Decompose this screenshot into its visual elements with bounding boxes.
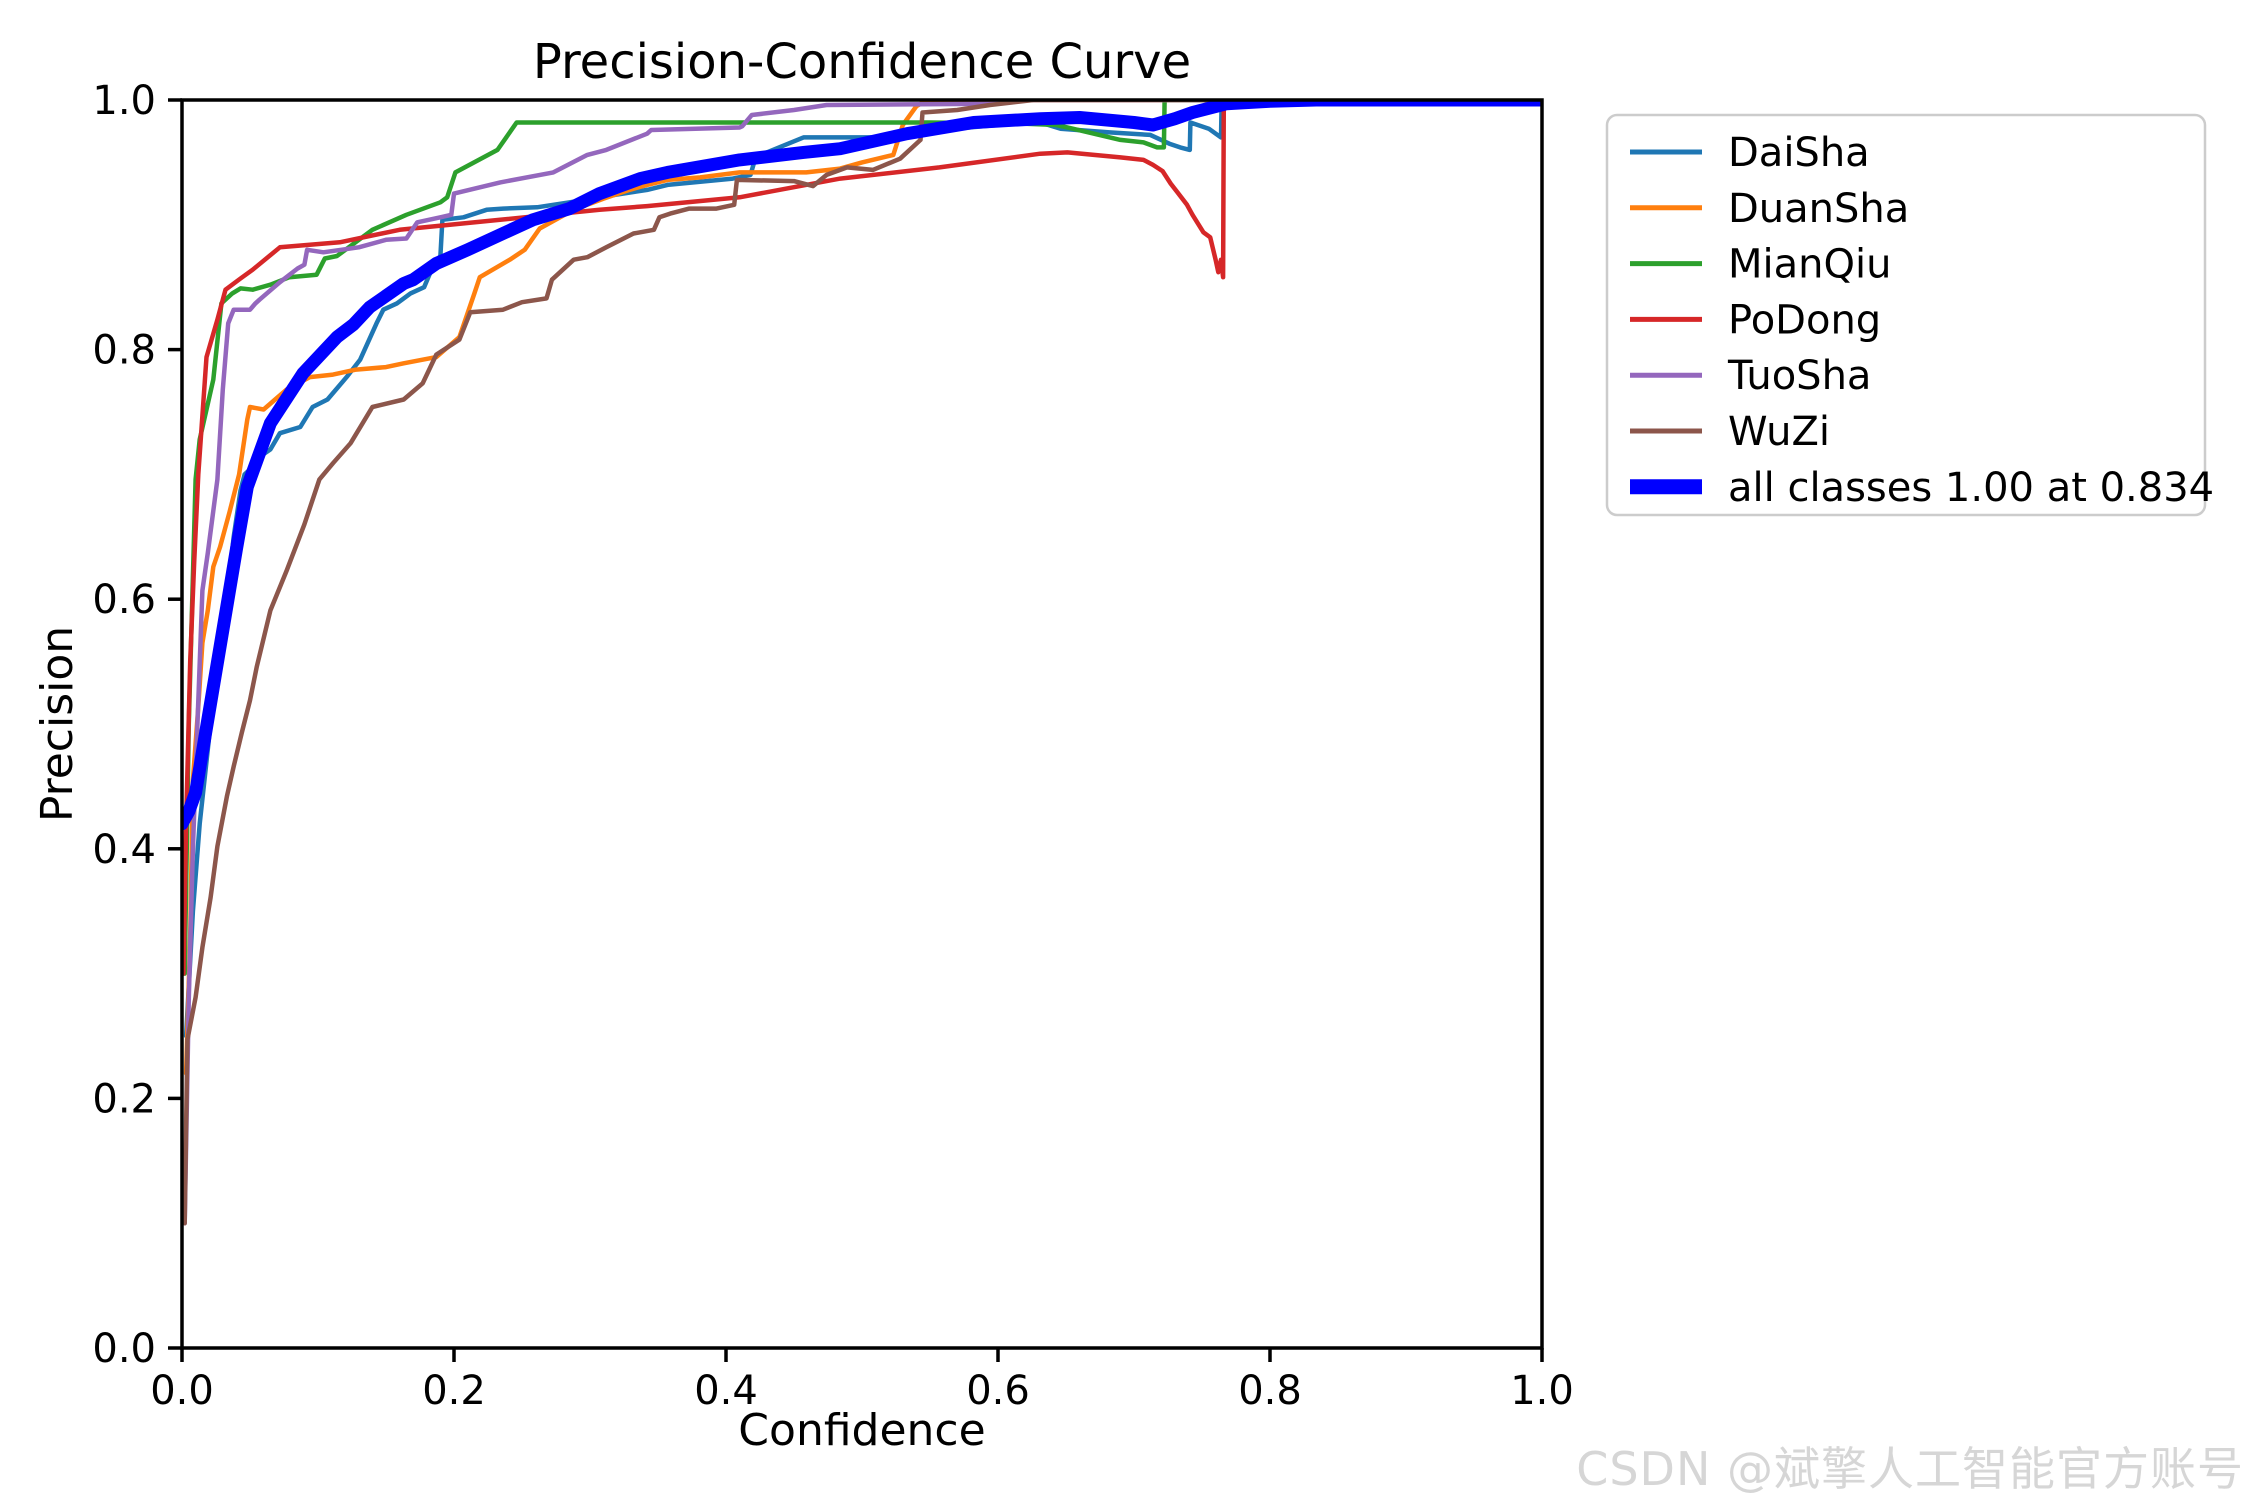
x-tick-label: 0.2	[422, 1368, 486, 1414]
y-tick-label: 0.0	[92, 1326, 156, 1372]
legend-label: all classes 1.00 at 0.834	[1728, 465, 2214, 511]
legend-item-podong: PoDong	[1630, 297, 1881, 343]
legend-box	[1605, 113, 2207, 517]
x-axis-label: Confidence	[738, 1405, 985, 1456]
curve-all-classes-1-00-at-0-834	[182, 100, 1542, 831]
legend-item-daisha: DaiSha	[1630, 130, 1870, 176]
x-tick-label: 0.0	[150, 1368, 214, 1414]
legend-label: MianQiu	[1728, 242, 1891, 288]
legend-item-wuzi: WuZi	[1630, 409, 1830, 455]
legend-label: PoDong	[1728, 297, 1881, 343]
y-tick-label: 0.6	[92, 577, 156, 623]
legend: DaiSha DuanSha MianQiu PoDong TuoSha WuZi all …	[1605, 113, 2214, 517]
curve-tuosha	[182, 100, 1542, 1226]
x-tick-label: 1.0	[1510, 1368, 1574, 1414]
x-tick-label: 0.8	[1238, 1368, 1302, 1414]
curves-group	[182, 100, 1542, 1226]
curve-duansha	[183, 100, 1542, 1076]
y-tick-label: 1.0	[92, 78, 156, 124]
y-axis-label: Precision	[32, 626, 83, 822]
curve-wuzi	[182, 100, 1542, 1226]
legend-label: WuZi	[1728, 409, 1830, 455]
y-axis-ticks: 0.0 0.2 0.4 0.6 0.8 1.0	[92, 78, 182, 1372]
legend-item-duansha: DuanSha	[1630, 186, 1909, 232]
legend-label: DaiSha	[1728, 130, 1870, 176]
legend-label: TuoSha	[1727, 353, 1871, 399]
x-axis-ticks: 0.0 0.2 0.4 0.6 0.8 1.0	[150, 1348, 1574, 1414]
legend-item-mianqiu: MianQiu	[1630, 242, 1891, 288]
y-tick-label: 0.8	[92, 328, 156, 374]
chart-title: Precision-Confidence Curve	[533, 34, 1191, 90]
x-tick-label: 0.4	[694, 1368, 758, 1414]
legend-label: DuanSha	[1728, 186, 1909, 232]
y-tick-label: 0.2	[92, 1076, 156, 1122]
legend-item-all-classes-1-00-at-0-834: all classes 1.00 at 0.834	[1630, 465, 2214, 511]
axes-box	[180, 98, 1544, 1350]
watermark: CSDN @斌擎人工智能官方账号	[1576, 1442, 2244, 1496]
x-tick-label: 0.6	[966, 1368, 1030, 1414]
legend-item-tuosha: TuoSha	[1630, 353, 1871, 399]
curve-podong	[182, 100, 1542, 976]
y-tick-label: 0.4	[92, 827, 156, 873]
